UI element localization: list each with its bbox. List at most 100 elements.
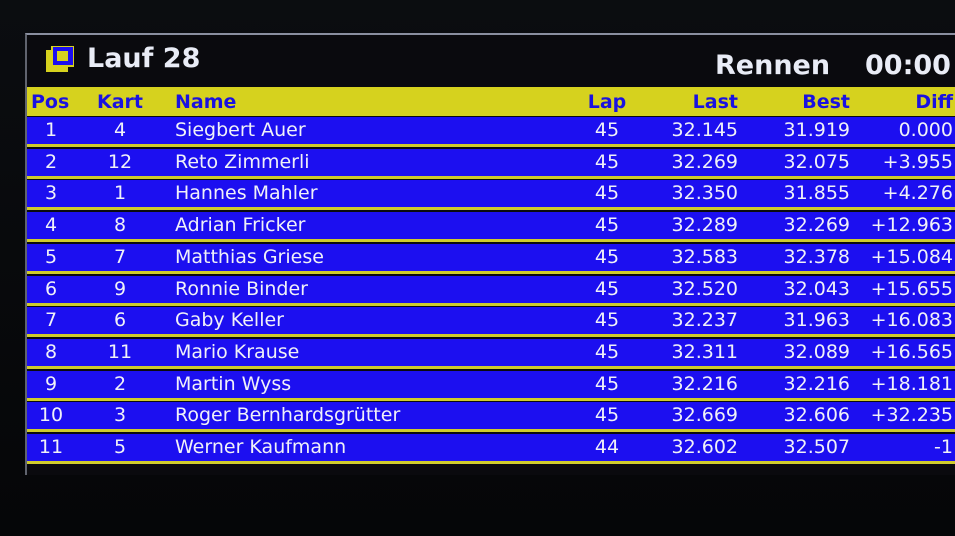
kart-cell: 9 — [113, 277, 127, 300]
column-label: Last — [692, 91, 738, 113]
result-row: 5 7 Matthias Griese 45 32.583 32.378 +15.084 — [27, 243, 955, 274]
column-label: Diff — [915, 91, 953, 113]
lap-cell: 45 — [594, 119, 620, 141]
kart-cell: 4 — [113, 119, 127, 141]
diff-cell: +3.955 — [882, 150, 953, 173]
column-label: Best — [802, 91, 850, 113]
pos-cell: 2 — [44, 150, 58, 173]
lap-cell: 45 — [594, 214, 620, 237]
best-time-cell: 32.075 — [783, 150, 850, 173]
lap-cell: 44 — [594, 436, 620, 458]
column-label: Kart — [97, 91, 143, 113]
name-cell: Siegbert Auer — [175, 119, 306, 141]
name-cell: Mario Krause — [175, 340, 300, 363]
kart-cell: 1 — [113, 182, 127, 205]
kart-cell: 7 — [113, 245, 127, 268]
diff-cell: +16.565 — [870, 340, 953, 363]
kart-cell: 3 — [113, 404, 127, 427]
kart-cell: 12 — [107, 150, 133, 173]
result-row: 10 3 Roger Bernhardsgrütter 45 32.669 32.606 +… — [27, 402, 955, 433]
lap-cell: 45 — [594, 340, 620, 363]
kart-cell: 6 — [113, 309, 127, 332]
diff-cell: +15.655 — [870, 277, 953, 300]
result-row: 7 6 Gaby Keller 45 32.237 31.963 +16.083 — [27, 307, 955, 338]
best-time-cell: 32.507 — [783, 436, 850, 458]
last-time-cell: 32.520 — [671, 277, 738, 300]
name-cell: Roger Bernhardsgrütter — [175, 404, 401, 427]
kart-cell: 5 — [113, 436, 127, 458]
logo-center — [57, 51, 68, 61]
name-cell: Matthias Griese — [175, 245, 324, 268]
logo — [46, 46, 74, 72]
best-time-cell: 32.089 — [783, 340, 850, 363]
kart-cell: 11 — [107, 340, 133, 363]
pos-cell: 9 — [44, 372, 58, 395]
timing-board: Lauf 28 Rennen 00:00 Pos Kart Name Lap Last B… — [25, 33, 955, 475]
result-row: 4 8 Adrian Fricker 45 32.289 32.269 +12.963 — [27, 212, 955, 243]
last-time-cell: 32.289 — [671, 214, 738, 237]
result-row: 8 11 Mario Krause 45 32.311 32.089 +16.565 — [27, 338, 955, 369]
result-row: 6 9 Ronnie Binder 45 32.520 32.043 +15.655 — [27, 275, 955, 306]
diff-cell: +32.235 — [870, 404, 953, 427]
pos-cell: 11 — [38, 436, 64, 458]
pos-cell: 3 — [44, 182, 58, 205]
diff-cell: -1 — [934, 436, 953, 458]
pos-cell: 7 — [44, 309, 58, 332]
diff-cell: +12.963 — [870, 214, 953, 237]
name-cell: Hannes Mahler — [175, 182, 318, 205]
diff-cell: +4.276 — [882, 182, 953, 205]
last-time-cell: 32.269 — [671, 150, 738, 173]
name-cell: Gaby Keller — [175, 309, 284, 332]
result-row: 1 4 Siegbert Auer 45 32.145 31.919 0.000 — [27, 117, 955, 147]
lap-cell: 45 — [594, 182, 620, 205]
pos-cell: 4 — [44, 214, 58, 237]
lap-cell: 45 — [594, 245, 620, 268]
diff-cell: +16.083 — [870, 309, 953, 332]
column-header: Pos Kart Name Lap Last Best Diff — [27, 87, 955, 116]
race-mode: Rennen — [715, 50, 831, 81]
name-cell: Reto Zimmerli — [175, 150, 310, 173]
best-time-cell: 32.269 — [783, 214, 850, 237]
lap-cell: 45 — [594, 404, 620, 427]
pos-cell: 1 — [44, 119, 58, 141]
result-row: 11 5 Werner Kaufmann 44 32.602 32.507 -1 — [27, 434, 955, 464]
result-row: 2 12 Reto Zimmerli 45 32.269 32.075 +3.955 — [27, 148, 955, 179]
best-time-cell: 31.855 — [783, 182, 850, 205]
last-time-cell: 32.350 — [671, 182, 738, 205]
last-time-cell: 32.145 — [671, 119, 738, 141]
kart-cell: 8 — [113, 214, 127, 237]
race-time: 00:00 — [865, 50, 951, 81]
best-time-cell: 32.043 — [783, 277, 850, 300]
lap-cell: 45 — [594, 309, 620, 332]
name-cell: Adrian Fricker — [175, 214, 306, 237]
diff-cell: +18.181 — [870, 372, 953, 395]
pos-cell: 6 — [44, 277, 58, 300]
last-time-cell: 32.602 — [671, 436, 738, 458]
best-time-cell: 32.606 — [783, 404, 850, 427]
column-label: Name — [175, 91, 237, 113]
column-label: Pos — [31, 91, 70, 113]
best-time-cell: 32.378 — [783, 245, 850, 268]
best-time-cell: 32.216 — [783, 372, 850, 395]
result-row: 9 2 Martin Wyss 45 32.216 32.216 +18.181 — [27, 370, 955, 401]
last-time-cell: 32.583 — [671, 245, 738, 268]
name-cell: Werner Kaufmann — [175, 436, 347, 458]
best-time-cell: 31.919 — [783, 119, 850, 141]
last-time-cell: 32.216 — [671, 372, 738, 395]
diff-cell: +15.084 — [870, 245, 953, 268]
lap-cell: 45 — [594, 372, 620, 395]
result-row: 3 1 Hannes Mahler 45 32.350 31.855 +4.276 — [27, 180, 955, 211]
column-label: Lap — [587, 91, 627, 113]
last-time-cell: 32.669 — [671, 404, 738, 427]
lap-cell: 45 — [594, 150, 620, 173]
pos-cell: 10 — [38, 404, 64, 427]
race-title: Lauf 28 — [87, 43, 201, 74]
pos-cell: 8 — [44, 340, 58, 363]
last-time-cell: 32.237 — [671, 309, 738, 332]
lap-cell: 45 — [594, 277, 620, 300]
name-cell: Ronnie Binder — [175, 277, 308, 300]
last-time-cell: 32.311 — [671, 340, 738, 363]
